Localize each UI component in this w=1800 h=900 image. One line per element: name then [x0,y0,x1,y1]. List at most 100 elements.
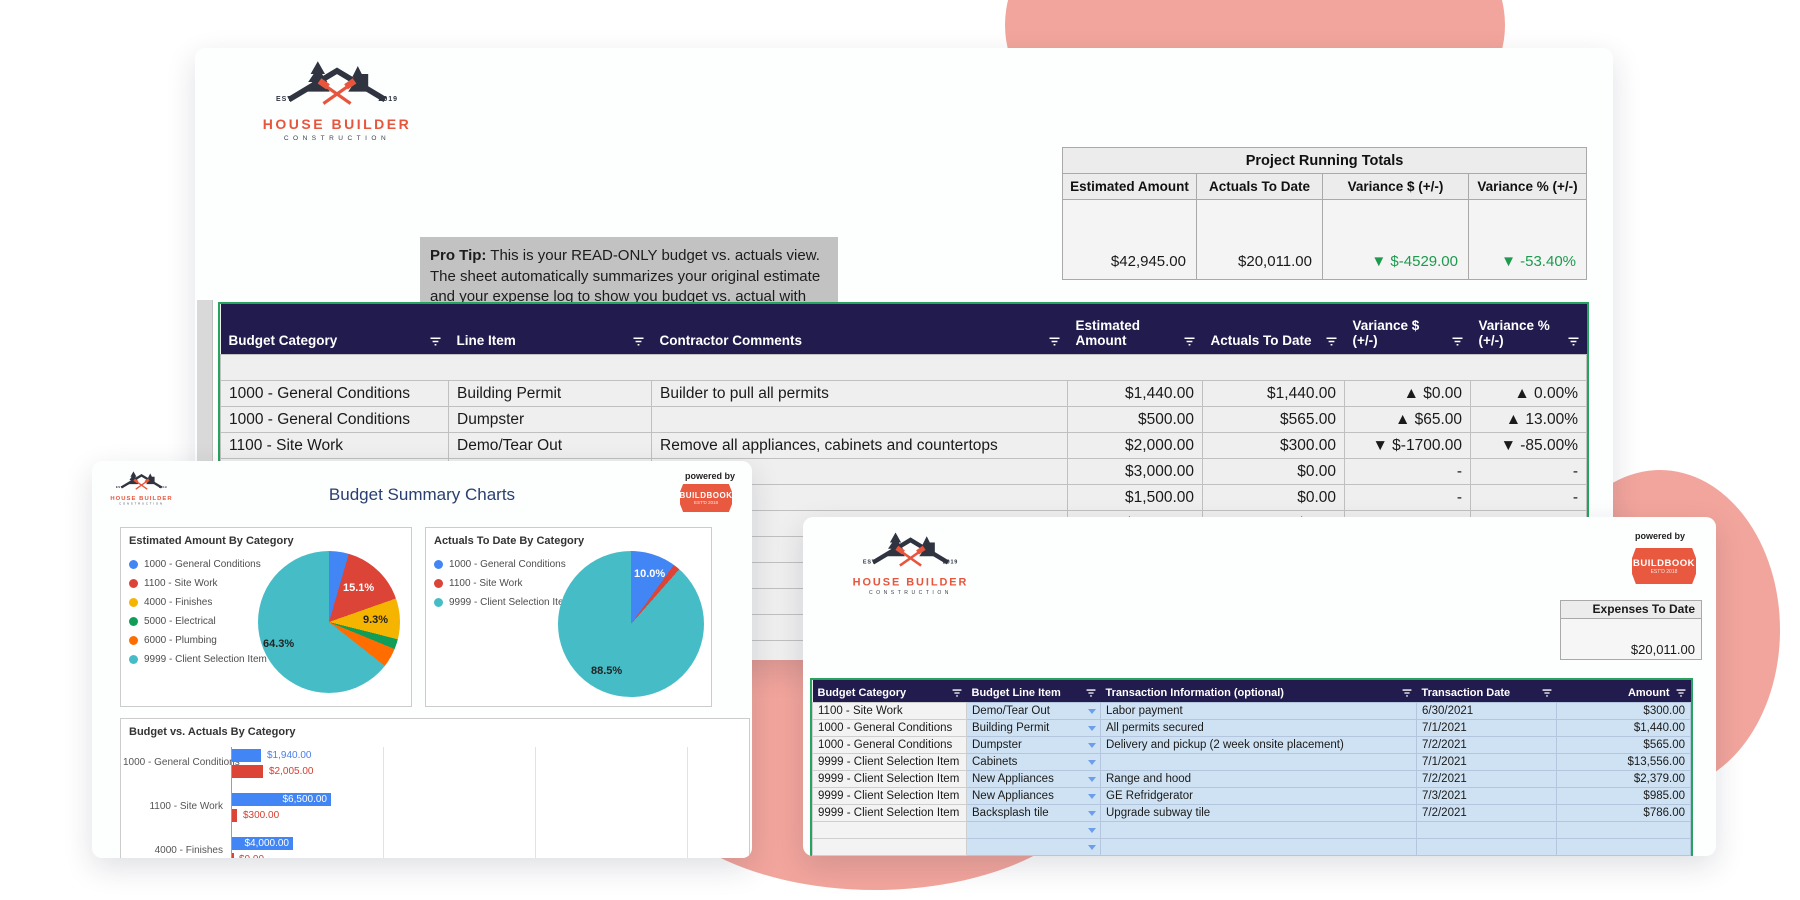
cell-budget-category[interactable]: 1000 - General Conditions [220,406,449,433]
filter-icon[interactable] [1452,337,1463,348]
cell-actuals[interactable]: $300.00 [1202,432,1345,459]
cell-variance-dollar[interactable]: ▲ $65.00 [1344,406,1471,433]
dropdown-caret-icon[interactable] [1088,743,1096,748]
estimated-pie-card: Estimated Amount By Category 1000 - Gene… [120,527,412,707]
cell-transaction-date[interactable]: 7/2/2021 [1416,736,1557,754]
cell-amount[interactable]: $13,556.00 [1556,753,1691,771]
cell-estimated[interactable]: $1,500.00 [1067,484,1203,511]
cell-variance-dollar[interactable]: - [1344,484,1471,511]
cell-budget-category[interactable]: 1100 - Site Work [812,702,967,720]
cell-actuals[interactable]: $1,440.00 [1202,380,1345,407]
cell-actuals[interactable]: $565.00 [1202,406,1345,433]
cell-transaction-date[interactable]: 6/30/2021 [1416,702,1557,720]
cell-line-item[interactable]: Dumpster [448,406,652,433]
cell-amount[interactable] [1556,821,1691,839]
cell-line-item-dropdown[interactable] [966,838,1101,856]
cell-budget-category[interactable]: 1000 - General Conditions [220,380,449,407]
cell-budget-category[interactable]: 1000 - General Conditions [812,719,967,737]
cell-line-item-dropdown[interactable]: Backsplash tile [966,804,1101,822]
dropdown-caret-icon[interactable] [1088,794,1096,799]
cell-line-item-dropdown[interactable]: Dumpster [966,736,1101,754]
cell-variance-percent[interactable]: - [1470,484,1587,511]
cell-transaction-info[interactable]: Labor payment [1100,702,1417,720]
cell-amount[interactable]: $565.00 [1556,736,1691,754]
cell-comments[interactable]: Remove all appliances, cabinets and coun… [651,432,1068,459]
cell-line-item-dropdown[interactable]: New Appliances [966,787,1101,805]
filter-icon[interactable] [430,337,441,348]
dropdown-caret-icon[interactable] [1088,760,1096,765]
filter-icon[interactable] [1326,337,1337,348]
cell-variance-dollar[interactable]: ▼ $-1700.00 [1344,432,1471,459]
cell-transaction-info[interactable]: Delivery and pickup (2 week onsite place… [1100,736,1417,754]
cell-line-item-dropdown[interactable]: Cabinets [966,753,1101,771]
cell-transaction-info[interactable] [1100,753,1417,771]
cell-variance-dollar[interactable]: - [1344,458,1471,485]
filter-icon[interactable] [1676,689,1686,699]
cell-transaction-date[interactable] [1416,821,1557,839]
cell-budget-category[interactable]: 9999 - Client Selection Item [812,753,967,771]
cell-line-item-dropdown[interactable]: Demo/Tear Out [966,702,1101,720]
filter-icon[interactable] [1184,337,1195,348]
cell-amount[interactable]: $2,379.00 [1556,770,1691,788]
cell-amount[interactable]: $985.00 [1556,787,1691,805]
cell-amount[interactable]: $786.00 [1556,804,1691,822]
cell-line-item-dropdown[interactable]: New Appliances [966,770,1101,788]
cell-transaction-date[interactable] [1416,838,1557,856]
cell-transaction-info[interactable]: Upgrade subway tile [1100,804,1417,822]
col-header-variance-percent: Variance % (+/-) [1470,304,1587,355]
actuals-pie-card: Actuals To Date By Category 1000 - Gener… [425,527,712,707]
cell-budget-category[interactable]: 1100 - Site Work [220,432,449,459]
bar-value-label: $300.00 [243,810,280,821]
dropdown-caret-icon[interactable] [1088,709,1096,714]
cell-transaction-date[interactable]: 7/3/2021 [1416,787,1557,805]
cell-actuals[interactable]: $0.00 [1202,484,1345,511]
cell-budget-category[interactable] [812,821,967,839]
cell-amount[interactable]: $300.00 [1556,702,1691,720]
cell-budget-category[interactable] [812,838,967,856]
expenses-to-date-value: $20,011.00 [1630,642,1695,657]
cell-estimated[interactable]: $2,000.00 [1067,432,1203,459]
cell-budget-category[interactable]: 9999 - Client Selection Item [812,770,967,788]
cell-transaction-info[interactable]: All permits secured [1100,719,1417,737]
cell-comments[interactable] [651,406,1068,433]
cell-transaction-date[interactable]: 7/2/2021 [1416,770,1557,788]
filter-icon[interactable] [1402,689,1412,699]
cell-amount[interactable]: $1,440.00 [1556,719,1691,737]
cell-transaction-date[interactable]: 7/1/2021 [1416,753,1557,771]
cell-actuals[interactable]: $0.00 [1202,458,1345,485]
cell-line-item[interactable]: Building Permit [448,380,652,407]
cell-variance-percent[interactable]: ▲ 0.00% [1470,380,1587,407]
cell-transaction-info[interactable]: Range and hood [1100,770,1417,788]
filter-icon[interactable] [952,689,962,699]
filter-icon[interactable] [1568,337,1579,348]
cell-estimated[interactable]: $3,000.00 [1067,458,1203,485]
filter-icon[interactable] [1049,337,1060,348]
cell-budget-category[interactable]: 1000 - General Conditions [812,736,967,754]
cell-line-item[interactable]: Demo/Tear Out [448,432,652,459]
cell-estimated[interactable]: $1,440.00 [1067,380,1203,407]
cell-transaction-info[interactable] [1100,838,1417,856]
cell-variance-percent[interactable]: - [1470,458,1587,485]
cell-variance-dollar[interactable]: ▲ $0.00 [1344,380,1471,407]
cell-amount[interactable] [1556,838,1691,856]
filter-icon[interactable] [1542,689,1552,699]
cell-variance-percent[interactable]: ▼ -85.00% [1470,432,1587,459]
cell-comments[interactable]: Builder to pull all permits [651,380,1068,407]
cell-transaction-info[interactable]: GE Refridgerator [1100,787,1417,805]
dropdown-caret-icon[interactable] [1088,777,1096,782]
cell-budget-category[interactable]: 9999 - Client Selection Item [812,787,967,805]
cell-variance-percent[interactable]: ▲ 13.00% [1470,406,1587,433]
cell-transaction-date[interactable]: 7/2/2021 [1416,804,1557,822]
cell-line-item-dropdown[interactable]: Building Permit [966,719,1101,737]
cell-transaction-info[interactable] [1100,821,1417,839]
cell-estimated[interactable]: $500.00 [1067,406,1203,433]
dropdown-caret-icon[interactable] [1088,726,1096,731]
cell-line-item-dropdown[interactable] [966,821,1101,839]
dropdown-caret-icon[interactable] [1088,845,1096,850]
filter-icon[interactable] [633,337,644,348]
cell-budget-category[interactable]: 9999 - Client Selection Item [812,804,967,822]
dropdown-caret-icon[interactable] [1088,811,1096,816]
dropdown-caret-icon[interactable] [1088,828,1096,833]
cell-transaction-date[interactable]: 7/1/2021 [1416,719,1557,737]
filter-icon[interactable] [1086,689,1096,699]
